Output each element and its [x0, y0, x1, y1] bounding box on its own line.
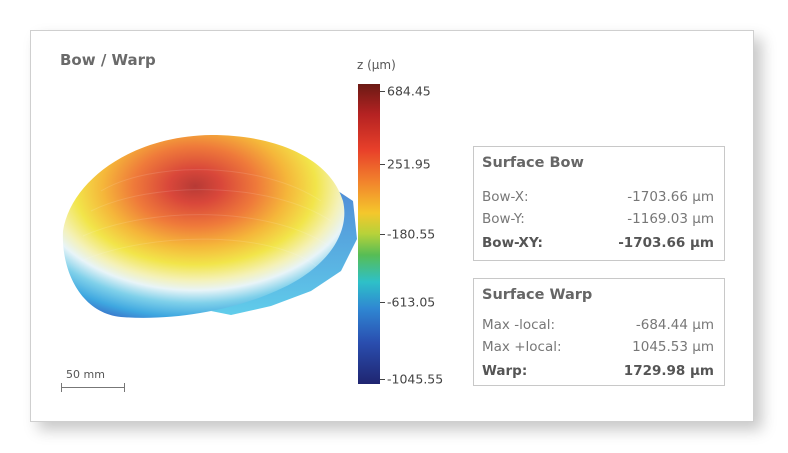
colorbar-tick-label: -1045.55 — [387, 371, 444, 387]
scale-bar-cap-right — [124, 383, 125, 392]
colorbar-tick-label: 684.45 — [387, 83, 431, 99]
scale-bar-cap-left — [61, 383, 62, 392]
colorbar-tick-label: -613.05 — [387, 294, 436, 310]
colorbar-tick — [380, 379, 385, 380]
warp-label: Warp: — [482, 363, 528, 379]
colorbar-tick — [380, 164, 385, 165]
bow-y-value: -1169.03 µm — [627, 211, 714, 227]
bow-x-value: -1703.66 µm — [627, 189, 714, 205]
colorbar-unit: z (µm) — [357, 58, 396, 72]
max-pos-local-value: 1045.53 µm — [632, 339, 714, 355]
scale-bar-line — [61, 387, 125, 388]
scale-bar-label: 50 mm — [66, 368, 105, 381]
scale-bar: 50 mm — [61, 368, 125, 392]
wafer-3d-surface — [61, 121, 361, 341]
max-neg-local-label: Max -local: — [482, 317, 556, 333]
colorbar-tick — [380, 234, 385, 235]
colorbar-tick-label: 251.95 — [387, 156, 431, 172]
surface-bow-title: Surface Bow — [482, 155, 584, 171]
max-neg-local-value: -684.44 µm — [635, 317, 714, 333]
surface-warp-title: Surface Warp — [482, 287, 593, 303]
surface-rim-steps — [211, 173, 357, 315]
warp-value: 1729.98 µm — [623, 363, 714, 379]
colorbar-tick — [380, 302, 385, 303]
bow-y-label: Bow-Y: — [482, 211, 525, 227]
surface-warp-box: Surface Warp Max -local: -684.44 µm Max … — [473, 278, 725, 386]
surface-bow-box: Surface Bow Bow-X: -1703.66 µm Bow-Y: -1… — [473, 146, 725, 261]
max-pos-local-label: Max +local: — [482, 339, 562, 355]
colorbar-tick-label: -180.55 — [387, 226, 436, 242]
colorbar — [358, 84, 380, 384]
bow-xy-label: Bow-XY: — [482, 235, 543, 251]
bow-warp-panel: Bow / Warp — [30, 30, 754, 422]
panel-title: Bow / Warp — [60, 51, 156, 69]
bow-xy-value: -1703.66 µm — [618, 235, 714, 251]
colorbar-tick — [380, 91, 385, 92]
bow-x-label: Bow-X: — [482, 189, 529, 205]
